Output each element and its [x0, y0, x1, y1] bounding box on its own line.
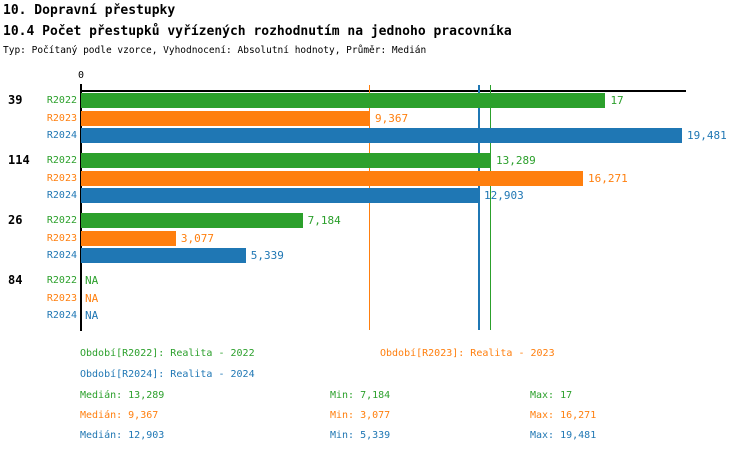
x-axis-line [81, 90, 686, 92]
value-bar-r2023 [81, 170, 583, 186]
value-bar-r2024 [81, 248, 246, 263]
value-bar-r2022 [81, 153, 491, 168]
na-label: NA [85, 309, 99, 322]
group-label: 26 [8, 213, 23, 227]
series-row-label-r2023: R2023 [46, 112, 77, 124]
min-r2023: Min: 3,077 [330, 410, 391, 421]
bar-value-label: 16,271 [587, 171, 628, 185]
bar-value-label: 17 [610, 94, 624, 107]
series-row-label-r2024: R2024 [46, 130, 77, 141]
value-bar-r2024 [81, 188, 480, 203]
series-row-label-r2022: R2022 [46, 275, 77, 286]
max-r2022: Max: 17 [530, 390, 573, 401]
series-row-label-r2023: R2023 [46, 172, 77, 184]
series-row-label-r2022: R2022 [46, 215, 77, 226]
max-r2024: Max: 19,481 [530, 430, 597, 441]
min-r2022: Min: 7,184 [330, 390, 391, 401]
group-label: 114 [8, 153, 30, 167]
median-r2022: Medián: 13,289 [80, 390, 165, 401]
series-row-label-r2024: R2024 [46, 190, 77, 201]
bar-value-label: 5,339 [250, 249, 284, 262]
bar-value-label: 12,903 [484, 189, 524, 202]
bar-value-label: 13,289 [495, 154, 536, 167]
axis-zero-label: 0 [77, 70, 85, 81]
bar-value-label: 3,077 [180, 231, 215, 245]
bar-value-label: 7,184 [307, 214, 341, 227]
y-axis-line [80, 84, 82, 331]
min-r2024: Min: 5,339 [330, 430, 391, 441]
series-row-label-r2023: R2023 [46, 232, 77, 244]
na-label: NA [85, 291, 99, 305]
value-bar-r2022 [81, 213, 303, 228]
legend-item-r2022: Období[R2022]: Realita - 2022 [80, 348, 255, 359]
report-title: 10. Dopravní přestupky [3, 3, 176, 18]
group-label: 84 [8, 273, 23, 287]
max-r2023: Max: 16,271 [530, 410, 597, 421]
median-r2023: Medián: 9,367 [80, 410, 159, 421]
value-bar-r2023 [81, 110, 370, 126]
median-line-r2022 [489, 85, 492, 330]
legend-item-r2024: Období[R2024]: Realita - 2024 [80, 369, 255, 380]
na-label: NA [85, 274, 99, 287]
series-row-label-r2024: R2024 [46, 250, 77, 261]
median-r2024: Medián: 12,903 [80, 430, 165, 441]
value-bar-r2022 [81, 93, 606, 108]
series-row-label-r2023: R2023 [46, 292, 77, 304]
series-row-label-r2024: R2024 [46, 310, 77, 321]
series-row-label-r2022: R2022 [46, 155, 77, 166]
group-label: 39 [8, 93, 23, 107]
series-row-label-r2022: R2022 [46, 95, 77, 106]
median-line-r2024 [478, 85, 480, 330]
bar-value-label: 9,367 [374, 111, 409, 125]
bar-value-label: 19,481 [686, 129, 727, 142]
value-bar-r2023 [81, 230, 176, 246]
value-bar-r2024 [81, 128, 682, 143]
legend-item-r2023: Období[R2023]: Realita - 2023 [380, 348, 555, 359]
median-line-r2023 [368, 85, 371, 330]
indicator-meta: Typ: Počítaný podle vzorce, Vyhodnocení:… [3, 45, 427, 56]
indicator-title: 10.4 Počet přestupků vyřízených rozhodnu… [3, 24, 512, 39]
